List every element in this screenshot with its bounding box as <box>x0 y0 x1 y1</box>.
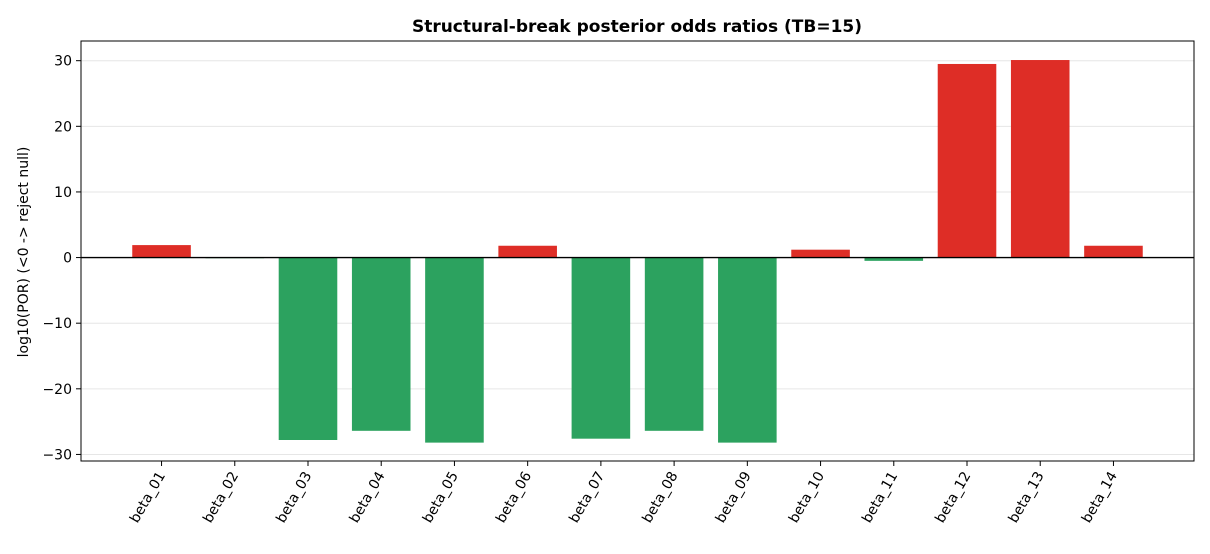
x-tick-label: beta_09 <box>713 469 755 526</box>
bar-beta-11 <box>864 257 924 261</box>
x-tick-label: beta_08 <box>640 469 682 526</box>
bar-beta-12 <box>937 63 997 258</box>
bar-beta-10 <box>791 249 850 258</box>
y-tick-label: 0 <box>63 251 72 267</box>
y-tick-label: −30 <box>42 447 72 463</box>
y-tick-label: 10 <box>54 185 72 201</box>
x-tick-label: beta_04 <box>347 469 389 526</box>
x-tick-label: beta_03 <box>273 469 315 526</box>
x-tick-label: beta_12 <box>932 469 974 526</box>
plot-frame <box>80 40 1195 462</box>
bar-beta-05 <box>425 257 484 443</box>
bars <box>132 60 1143 443</box>
bar-beta-08 <box>644 257 704 431</box>
chart-title: Structural-break posterior odds ratios (… <box>412 17 862 37</box>
x-tick-label: beta_13 <box>1006 469 1048 526</box>
x-tick-label: beta_10 <box>786 469 828 526</box>
bar-beta-06 <box>498 245 557 258</box>
bar-beta-01 <box>132 245 191 258</box>
y-tick-label: 30 <box>54 54 72 70</box>
x-tick-label: beta_05 <box>420 469 462 526</box>
y-axis-label: log10(POR) (<0 -> reject null) <box>16 147 32 358</box>
bar-beta-03 <box>278 257 338 440</box>
x-tick-label: beta_02 <box>200 469 242 526</box>
x-tick-label: beta_07 <box>566 469 608 526</box>
x-axis-ticks: beta_01 beta_02 beta_03 beta_04 beta_05 beta_… <box>127 461 1121 526</box>
y-axis-ticks: −30 −20 −10 0 10 20 30 <box>42 54 81 463</box>
x-tick-label: beta_06 <box>493 469 535 526</box>
y-tick-label: −10 <box>42 316 72 332</box>
bar-beta-13 <box>1010 60 1070 258</box>
bar-beta-04 <box>351 257 411 431</box>
bar-beta-07 <box>571 257 631 439</box>
y-tick-label: 20 <box>54 119 72 135</box>
y-tick-label: −20 <box>42 382 72 398</box>
bar-beta-14 <box>1084 245 1143 258</box>
x-tick-label: beta_11 <box>859 469 901 526</box>
x-tick-label: beta_14 <box>1079 469 1121 526</box>
bar-beta-09 <box>718 257 777 443</box>
x-tick-label: beta_01 <box>127 469 169 526</box>
